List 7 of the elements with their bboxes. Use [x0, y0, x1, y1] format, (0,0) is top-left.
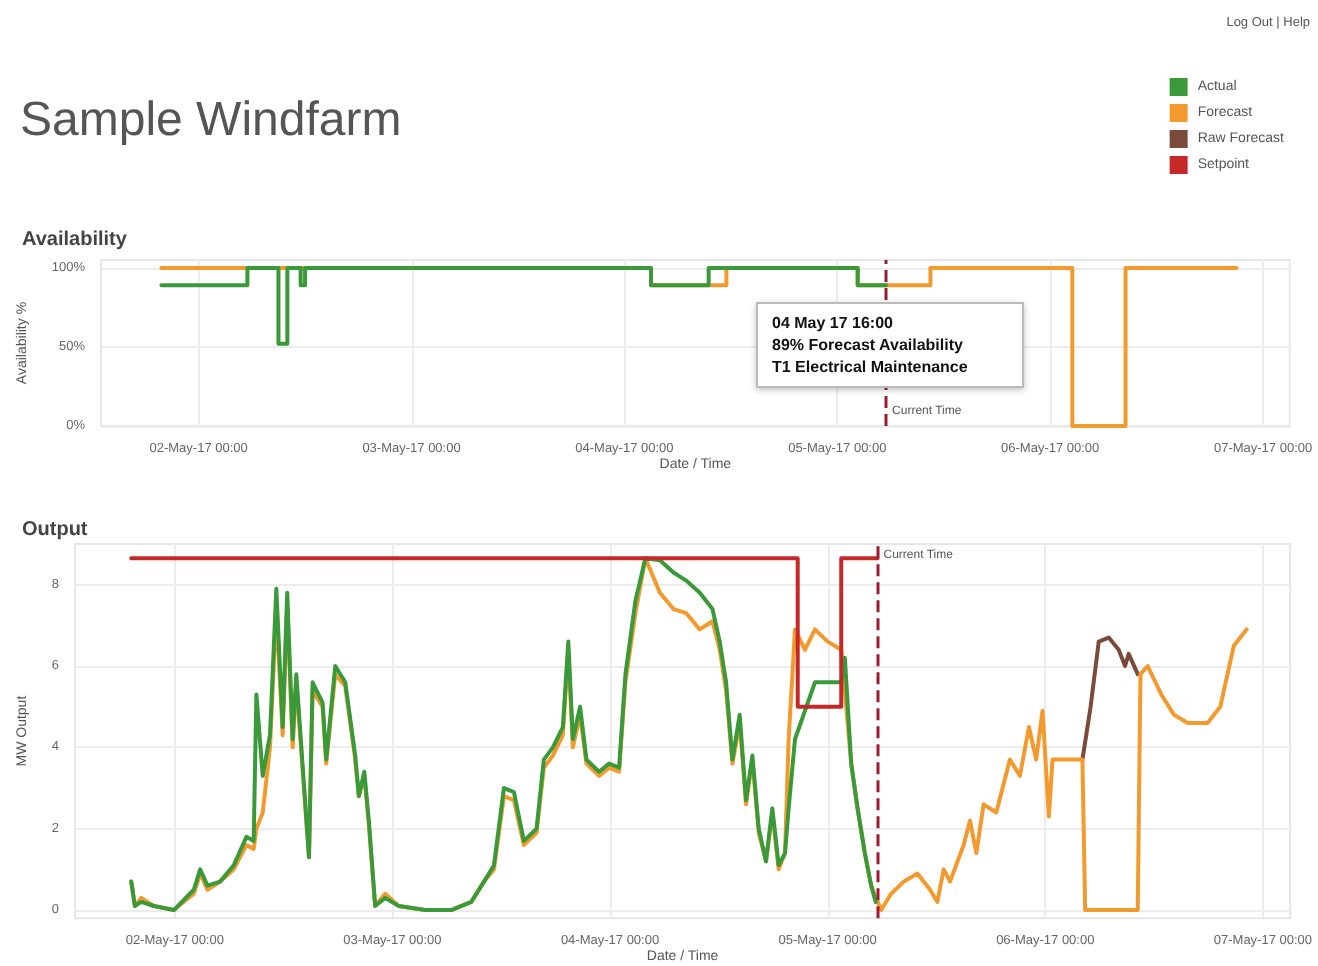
text: Sample Windfarm	[20, 93, 402, 147]
tooltip-box: 04 May 17 16:00 89% Forecast Availability T1 Electrical Maintenance	[756, 302, 1024, 388]
chart-title: Availability	[22, 229, 128, 251]
annotation: 89% Forecast Availability	[772, 334, 965, 356]
chart-title: Output	[22, 519, 89, 541]
annotation: T1 Electrical Maintenance	[772, 356, 970, 378]
annotation: 04 May 17 16:00	[772, 312, 895, 334]
